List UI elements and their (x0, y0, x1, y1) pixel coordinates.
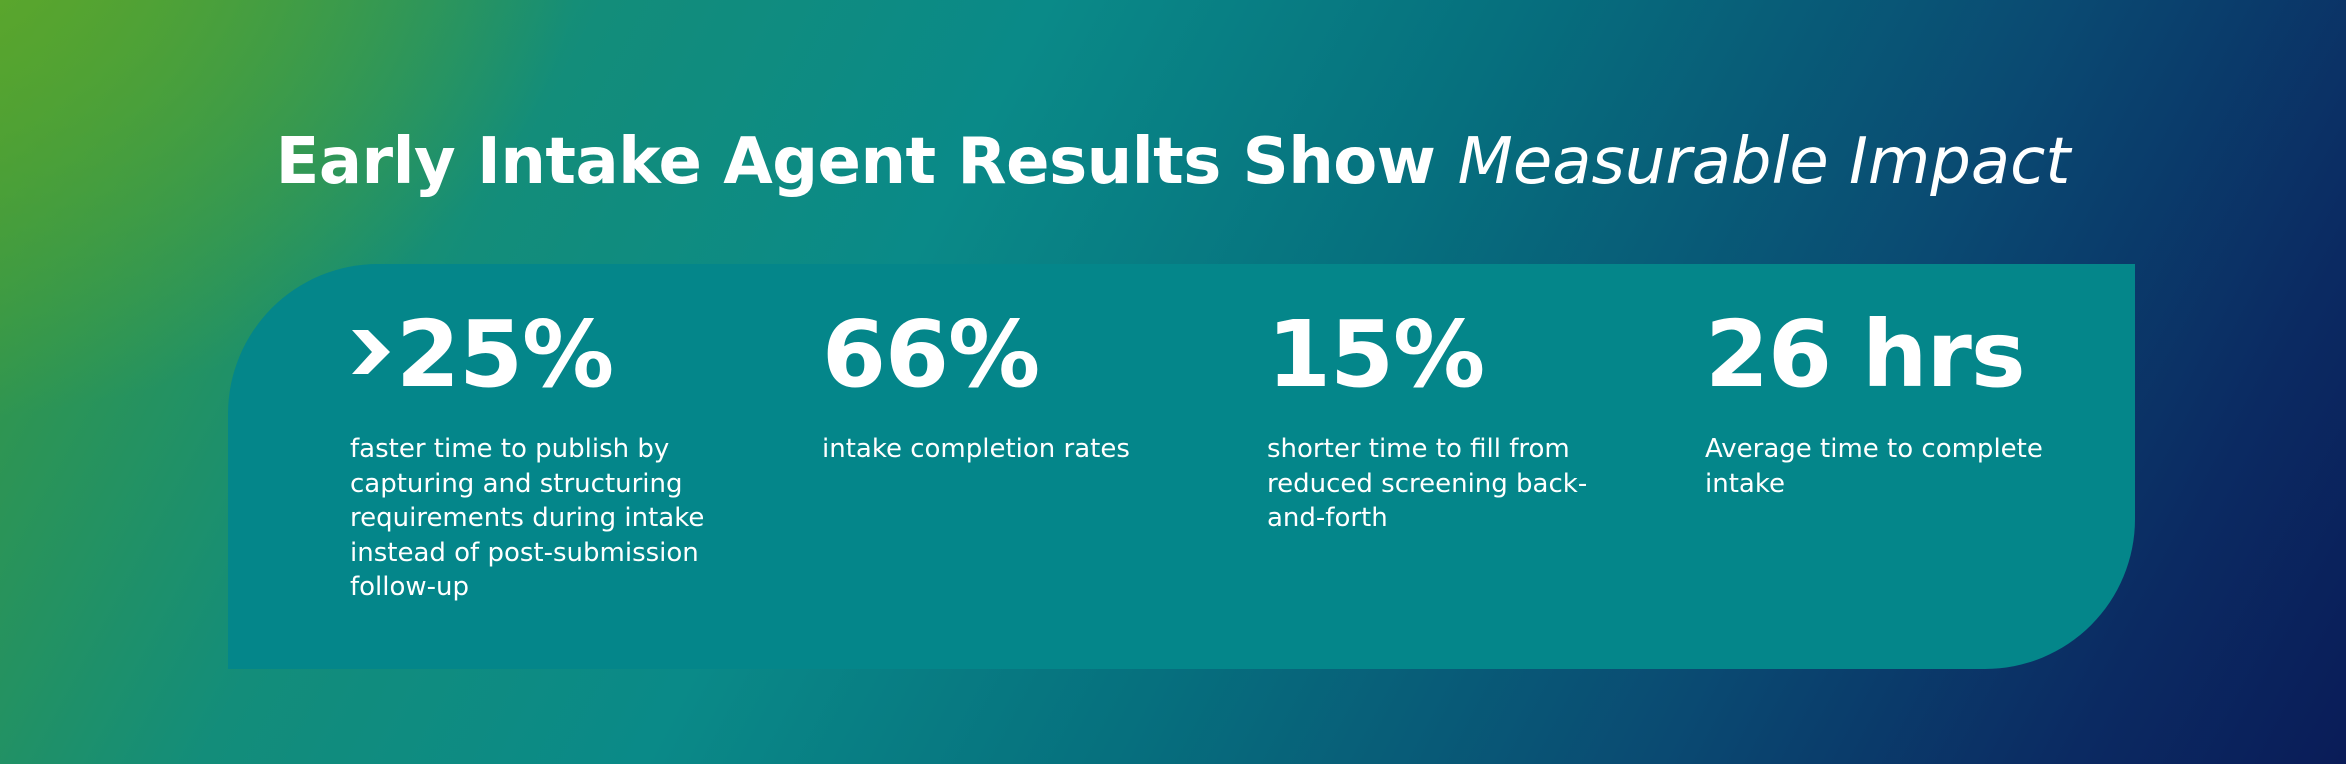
stat-description: shorter time to fill from reduced screen… (1267, 434, 1588, 533)
chevron-right-icon (352, 330, 390, 374)
stat-average-intake-time: 26 hrs Average time to complete intake (1705, 300, 2085, 501)
stat-completion-rates: 66% intake completion rates (822, 300, 1202, 467)
stat-value: 66% (822, 301, 1040, 408)
stat-time-to-publish: 25% faster time to publish by capturing … (350, 300, 730, 605)
page-title: Early Intake Agent Results Show Measurab… (0, 122, 2346, 202)
stat-description: Average time to complete intake (1705, 434, 2043, 499)
stat-value: 25% (396, 301, 614, 408)
page-title-bold: Early Intake Agent Results Show (275, 125, 1436, 199)
stats-panel (228, 264, 2135, 669)
stat-description: intake completion rates (822, 434, 1130, 464)
stat-value: 26 hrs (1705, 301, 2026, 408)
stat-time-to-fill: 15% shorter time to fill from reduced sc… (1267, 300, 1597, 536)
stat-value: 15% (1267, 301, 1485, 408)
page-title-italic: Measurable Impact (1457, 125, 2071, 199)
stat-description: faster time to publish by capturing and … (350, 434, 705, 602)
